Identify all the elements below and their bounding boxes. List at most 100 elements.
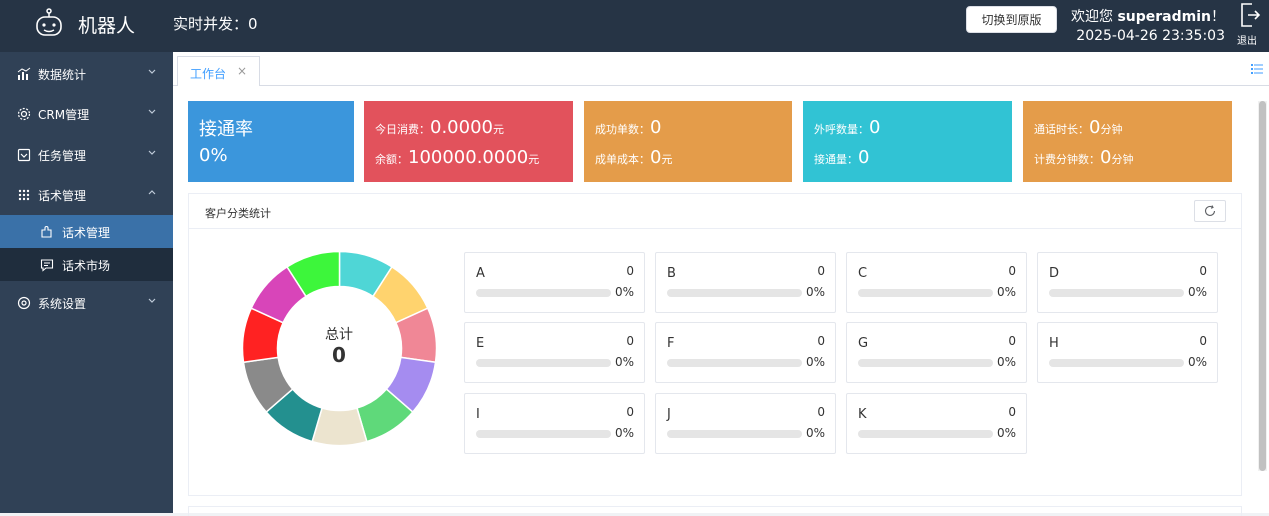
sidebar-item-settings[interactable]: 系统设置 — [0, 283, 173, 323]
category-card-j: J 0 0% — [655, 393, 836, 454]
sidebar-item-scripts[interactable]: 话术管理 — [0, 175, 173, 215]
category-name: I — [476, 407, 480, 422]
category-progress-track — [667, 430, 802, 438]
talk-duration-unit: 分钟 — [1100, 123, 1123, 136]
panel-header: 客户分类统计 — [189, 194, 1241, 229]
robot-logo-icon — [36, 8, 62, 36]
balance-label: 余额： — [375, 153, 408, 166]
balance-unit: 元 — [528, 153, 540, 166]
close-icon[interactable]: × — [237, 64, 248, 78]
talk-duration-value: 0 — [1089, 117, 1101, 138]
sidebar-item-data-stats[interactable]: 数据统计 — [0, 54, 173, 94]
welcome-prefix: 欢迎您 — [1071, 9, 1118, 25]
concurrency-text: 实时并发：0 — [173, 15, 258, 33]
sidebar-item-label: 系统设置 — [38, 297, 87, 311]
app-title: 机器人 — [78, 15, 136, 37]
sidebar-item-label: 任务管理 — [38, 149, 87, 163]
category-percent: 0% — [805, 285, 825, 299]
category-count: 0 — [817, 264, 825, 278]
category-progress-track — [667, 359, 802, 367]
refresh-button[interactable] — [1194, 200, 1226, 222]
category-progress-track — [858, 430, 993, 438]
category-name: D — [1049, 266, 1060, 281]
stat-card-orders: 成功单数：0 成单成本：0元 — [584, 101, 792, 182]
today-consumption-unit: 元 — [492, 123, 504, 136]
sidebar-item-label: 数据统计 — [38, 68, 87, 82]
billing-minutes-value: 0 — [1100, 147, 1112, 168]
tab-workbench[interactable]: 工作台 × — [177, 56, 260, 86]
category-card-b: B 0 0% — [655, 252, 836, 313]
sidebar-item-label: CRM管理 — [38, 108, 90, 122]
order-cost-label: 成单成本： — [595, 153, 650, 166]
grid-dots-icon — [18, 189, 30, 201]
category-percent: 0% — [614, 355, 634, 369]
today-consumption-label: 今日消费： — [375, 123, 430, 136]
welcome-suffix: ！ — [1211, 9, 1225, 25]
scrollbar[interactable] — [1258, 101, 1267, 471]
bar-chart-icon — [17, 67, 31, 80]
sidebar-subitem-script-market[interactable]: 话术市场 — [0, 248, 173, 281]
panel-title: 客户分类统计 — [205, 207, 271, 220]
chevron-up-icon — [148, 190, 156, 195]
category-count: 0 — [817, 334, 825, 348]
connect-rate-value: 0% — [199, 145, 228, 166]
category-progress-track — [476, 289, 611, 297]
donut-total-label: 总计 — [325, 327, 353, 343]
category-progress-track — [858, 289, 993, 297]
category-progress-track — [667, 289, 802, 297]
donut-slice-k[interactable] — [286, 251, 341, 298]
category-percent: 0% — [996, 285, 1016, 299]
sidebar-item-label: 话术管理 — [38, 189, 87, 203]
today-consumption-value: 0.0000 — [430, 117, 493, 138]
logout-icon[interactable] — [1239, 2, 1261, 28]
category-card-a: A 0 0% — [464, 252, 645, 313]
category-card-g: G 0 0% — [846, 322, 1027, 383]
puzzle-icon — [41, 226, 52, 238]
category-percent: 0% — [1187, 285, 1207, 299]
connect-rate-label: 接通率 — [199, 119, 253, 140]
category-card-k: K 0 0% — [846, 393, 1027, 454]
category-count: 0 — [1008, 334, 1016, 348]
category-name: H — [1049, 336, 1059, 351]
category-progress-track — [858, 359, 993, 367]
connected-calls-label: 接通量： — [814, 153, 858, 166]
sidebar: 数据统计 CRM管理 任务管理 话术管理 话术管理 话术市场 系统设置 — [0, 52, 173, 513]
billing-minutes-label: 计费分钟数： — [1034, 153, 1100, 166]
category-percent: 0% — [1187, 355, 1207, 369]
balance-value: 100000.0000 — [408, 147, 529, 168]
category-name: B — [667, 266, 676, 281]
connected-calls-value: 0 — [858, 147, 870, 168]
customer-category-panel: 客户分类统计 总计 0 A 0 0% B 0 0% C 0 0% D 0 0% E 0 0% F 0 0% G 0 0%… — [188, 193, 1242, 496]
category-card-f: F 0 0% — [655, 322, 836, 383]
category-count: 0 — [1008, 264, 1016, 278]
category-card-h: H 0 0% — [1037, 322, 1218, 383]
welcome-text: 欢迎您 superadmin！ — [1070, 6, 1225, 26]
category-count: 0 — [817, 405, 825, 419]
category-count: 0 — [626, 334, 634, 348]
outbound-calls-value: 0 — [869, 117, 881, 138]
main-content: 接通率 0% 今日消费：0.0000元 余额：100000.0000元 成功单数… — [173, 86, 1269, 516]
stat-card-calls: 外呼数量：0 接通量：0 — [803, 101, 1012, 182]
inbox-icon — [17, 148, 31, 162]
logout-label[interactable]: 退出 — [1237, 36, 1257, 47]
sidebar-item-tasks[interactable]: 任务管理 — [0, 135, 173, 175]
donut-total-value: 0 — [332, 343, 346, 367]
category-count: 0 — [1199, 264, 1207, 278]
switch-version-button[interactable]: 切换到原版 — [966, 6, 1057, 33]
category-name: C — [858, 266, 868, 281]
list-menu-icon[interactable] — [1251, 64, 1263, 74]
success-orders-value: 0 — [650, 117, 662, 138]
sidebar-subitem-label: 话术管理 — [62, 226, 111, 240]
category-donut-chart — [242, 251, 437, 446]
sidebar-subitem-script-manage[interactable]: 话术管理 — [0, 215, 173, 248]
category-card-c: C 0 0% — [846, 252, 1027, 313]
refresh-icon — [1204, 205, 1216, 216]
sidebar-item-crm[interactable]: CRM管理 — [0, 94, 173, 134]
category-percent: 0% — [614, 426, 634, 440]
order-cost-unit: 元 — [661, 153, 673, 166]
talk-duration-label: 通话时长： — [1034, 123, 1089, 136]
scrollbar-thumb[interactable] — [1259, 101, 1266, 471]
category-count: 0 — [626, 405, 634, 419]
category-name: F — [667, 336, 675, 351]
category-name: J — [667, 407, 671, 422]
